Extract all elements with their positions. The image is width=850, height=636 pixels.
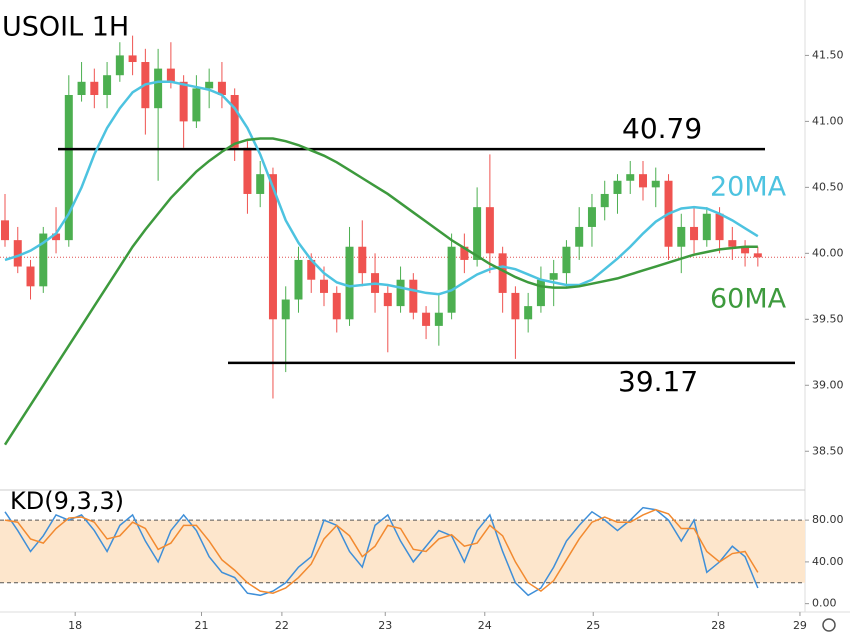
plot: 41.50 41.00 40.50 40.00 39.50 39.00 38.50 18 21 2…: [0, 35, 844, 632]
candle-body: [256, 174, 265, 194]
candle-body: [651, 180, 660, 188]
candle-body: [434, 312, 443, 326]
y-tick-label: 39.00: [812, 378, 844, 391]
candle-body: [205, 81, 214, 89]
legend-label: 60MA: [710, 284, 787, 315]
candle-body: [332, 292, 341, 320]
x-tick-label: 18: [68, 619, 82, 632]
candle-body: [447, 246, 456, 313]
candle-body: [715, 213, 724, 241]
settings-icon[interactable]: [822, 618, 836, 632]
y-tick-label: 40.50: [812, 180, 844, 193]
candle-body: [64, 95, 73, 241]
candle-body: [307, 259, 316, 280]
candle-body: [741, 246, 750, 254]
x-tick-label: 24: [478, 619, 492, 632]
candle-body: [13, 240, 22, 267]
kd-line: [4, 508, 759, 594]
candle-body: [320, 279, 328, 293]
candle-body: [639, 174, 647, 188]
candle-body: [536, 279, 545, 307]
candle-body: [690, 226, 699, 241]
level-label: 40.79: [622, 112, 702, 145]
candle-body: [358, 246, 367, 274]
candle-body: [562, 246, 571, 274]
candle-body: [39, 233, 48, 287]
candle-body: [422, 312, 431, 326]
candle-body: [587, 207, 596, 227]
kd-line: [4, 506, 759, 597]
candle-body: [626, 174, 635, 181]
ma-line: [3, 137, 758, 446]
candle-body: [600, 193, 609, 208]
y-tick-label: 80.00: [812, 513, 844, 526]
y-tick-label: 41.00: [812, 114, 844, 127]
candle-body: [166, 68, 175, 82]
candle-body: [383, 292, 392, 307]
level-label: 39.17: [618, 365, 698, 398]
candle-body: [702, 213, 711, 241]
band: [0, 520, 805, 583]
candle-body: [728, 240, 737, 247]
candle-body: [115, 55, 124, 76]
candle-body: [753, 253, 762, 258]
y-tick-label: 39.50: [812, 312, 844, 325]
candle-body: [154, 68, 163, 109]
legend-label: 20MA: [710, 172, 787, 203]
candle-body: [26, 266, 35, 287]
candle-body: [345, 246, 354, 320]
y-tick-label: 40.00: [812, 555, 844, 568]
candle-body: [90, 81, 99, 95]
x-tick-label: 29: [793, 619, 807, 632]
candle-body: [524, 306, 533, 320]
candle-body: [52, 233, 61, 241]
candle-body: [511, 292, 520, 320]
candle-body: [217, 81, 226, 95]
x-tick-label: 22: [275, 619, 289, 632]
candle-body: [498, 253, 507, 293]
y-tick-label: 0.00: [812, 597, 837, 610]
candle-body: [179, 81, 188, 122]
candle-body: [128, 55, 137, 63]
chart-title: USOIL 1H: [2, 12, 129, 43]
x-tick-label: 28: [711, 619, 725, 632]
candle-body: [294, 259, 303, 300]
candle-body: [473, 207, 482, 260]
candle-body: [243, 147, 252, 194]
candle-body: [613, 180, 622, 194]
candle-body: [1, 220, 9, 241]
y-tick-label: 38.50: [812, 444, 844, 457]
y-tick-label: 41.50: [812, 48, 844, 61]
candle-body: [677, 226, 686, 247]
candle-body: [396, 279, 405, 307]
x-tick-label: 23: [378, 619, 392, 632]
candle-body: [103, 75, 112, 95]
y-tick-label: 40.00: [812, 246, 844, 259]
candle-body: [281, 299, 290, 320]
x-tick-label: 25: [586, 619, 600, 632]
candle-body: [268, 174, 277, 320]
candle-body: [460, 246, 469, 260]
candle-body: [549, 273, 558, 280]
candle-body: [575, 226, 584, 247]
x-tick-label: 21: [195, 619, 209, 632]
candle-body: [192, 88, 201, 122]
candle-body: [77, 81, 86, 95]
candle-body: [409, 279, 418, 313]
candle-body: [485, 207, 494, 254]
ma-line: [4, 80, 759, 296]
candle-body: [230, 95, 239, 148]
indicator-title: KD(9,3,3): [10, 487, 124, 515]
